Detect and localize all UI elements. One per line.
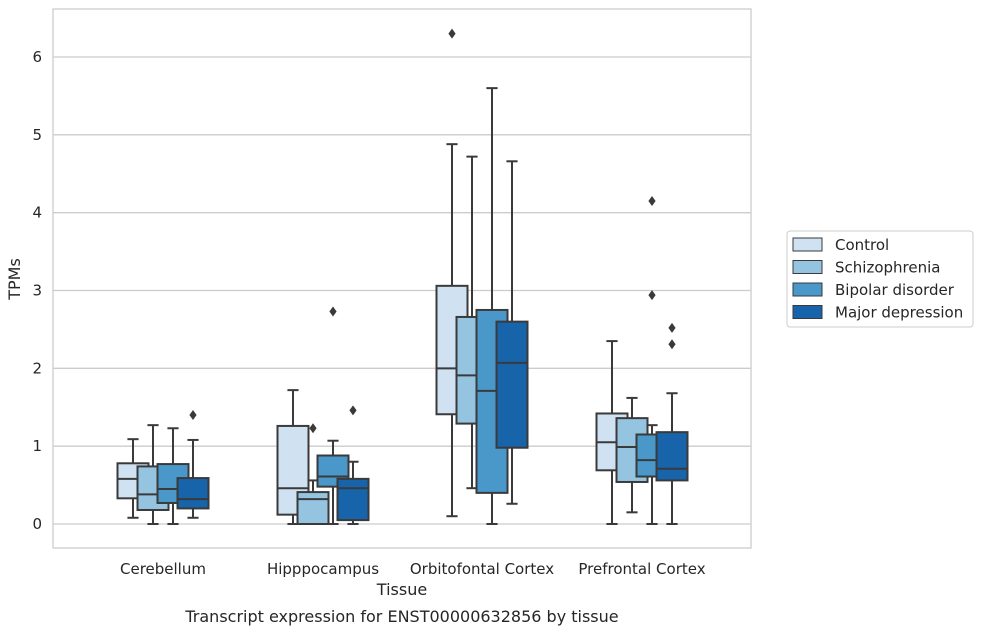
y-tick-1: 1 (32, 437, 42, 455)
box-rect (655, 431, 689, 482)
legend-label-2: Bipolar disorder (835, 281, 955, 299)
legend-label-3: Major depression (835, 304, 963, 322)
legend-swatch-0 (792, 237, 823, 252)
outlier-0 (448, 28, 456, 39)
box-rect (176, 477, 210, 510)
x-tick-1: Hipppocampus (267, 560, 379, 578)
legend-swatch-2 (792, 282, 823, 297)
y-tick-labels: 0 1 2 3 4 5 6 (32, 48, 42, 533)
x-tick-3: Prefrontal Cortex (578, 560, 705, 578)
y-tick-3: 3 (32, 282, 42, 300)
box-3-1 (336, 405, 370, 525)
y-tick-5: 5 (32, 126, 42, 144)
box-series (116, 28, 689, 526)
legend-frame (786, 230, 974, 328)
y-axis-title: TPMs (5, 258, 24, 301)
x-tick-labels: Cerebellum Hipppocampus Orbitofontal Corte… (120, 560, 706, 578)
box-3-0 (176, 410, 210, 519)
chart-caption: Transcript expression for ENST0000063285… (184, 607, 618, 626)
legend-swatch-3 (792, 305, 823, 319)
box-rect (296, 491, 330, 526)
legend-label-1: Schizophrenia (835, 259, 940, 277)
outlier-0 (329, 306, 337, 317)
outlier-1 (648, 195, 656, 206)
outlier-0 (349, 405, 357, 416)
plot-area-frame (52, 8, 752, 549)
box-3-3 (655, 322, 689, 525)
box-rect (336, 477, 370, 522)
legend-swatch-1 (792, 260, 823, 274)
box-rect (495, 320, 529, 449)
outlier-1 (668, 322, 676, 333)
y-tick-2: 2 (32, 359, 42, 377)
y-tick-0: 0 (32, 515, 42, 533)
x-axis-title: Tissue (376, 580, 427, 599)
y-tick-4: 4 (32, 204, 42, 222)
legend-items: Control Schizophrenia Bipolar disorder Majo… (792, 236, 963, 322)
x-tick-2: Orbitofontal Cortex (410, 560, 554, 578)
y-tick-6: 6 (32, 48, 42, 66)
box-3-2 (495, 160, 529, 505)
legend: Control Schizophrenia Bipolar disorder Majo… (786, 230, 974, 328)
legend-label-0: Control (835, 236, 889, 254)
x-tick-0: Cerebellum (120, 560, 206, 578)
outlier-0 (189, 410, 197, 421)
outlier-0 (648, 290, 656, 301)
outlier-0 (668, 339, 676, 350)
outlier-0 (309, 423, 317, 434)
